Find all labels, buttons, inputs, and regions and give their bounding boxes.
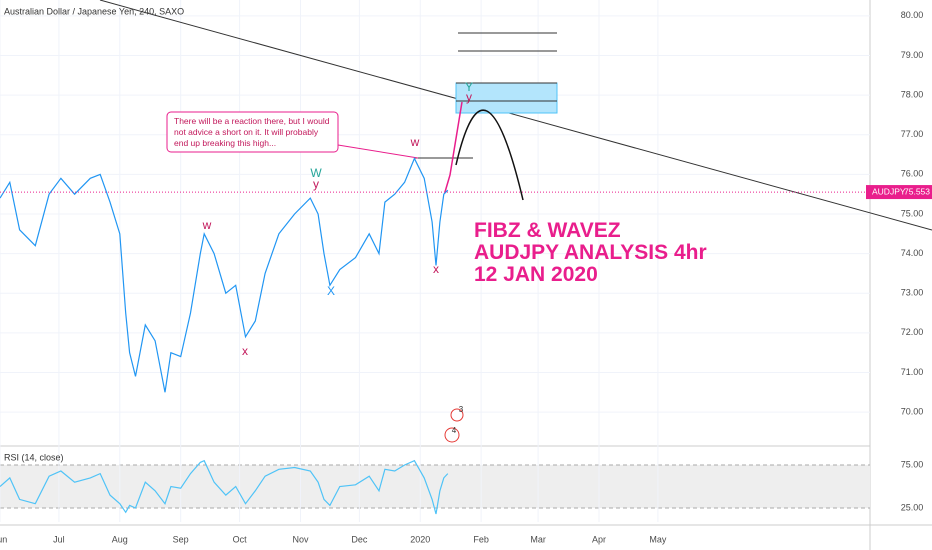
x-tick-label: Apr bbox=[592, 534, 606, 544]
y-tick-label: 71.00 bbox=[901, 367, 924, 377]
y-tick-label: 73.00 bbox=[901, 288, 924, 298]
y-tick-label: 72.00 bbox=[901, 327, 924, 337]
wave-label: X bbox=[327, 284, 335, 298]
x-tick-label: Mar bbox=[530, 534, 546, 544]
note-line: There will be a reaction there, but I wo… bbox=[174, 116, 330, 126]
wave-label: 3 bbox=[459, 405, 464, 414]
wave-label: x bbox=[433, 262, 439, 276]
y-tick-label: 77.00 bbox=[901, 129, 924, 139]
x-tick-label: Aug bbox=[112, 534, 128, 544]
note-line: end up breaking this high... bbox=[174, 138, 276, 148]
wave-label: y bbox=[313, 177, 319, 191]
projection-arc bbox=[455, 109, 524, 201]
x-tick-label: Sep bbox=[173, 534, 189, 544]
wave-label: W bbox=[310, 166, 322, 180]
x-tick-label: Oct bbox=[233, 534, 248, 544]
x-tick-label: May bbox=[649, 534, 667, 544]
event-icon bbox=[450, 408, 464, 422]
note-pointer bbox=[337, 144, 419, 159]
y-tick-label: 80.00 bbox=[901, 10, 924, 20]
wave-label: 4 bbox=[452, 426, 457, 435]
y-tick-label: 78.00 bbox=[901, 89, 924, 99]
y-tick-label: 75.00 bbox=[901, 459, 924, 469]
price-line bbox=[0, 459, 449, 515]
x-tick-label: 2020 bbox=[410, 534, 430, 544]
y-tick-label: 75.00 bbox=[901, 208, 924, 218]
last-price-value: 75.553 bbox=[904, 186, 930, 196]
note-line: not advice a short on it. It will probab… bbox=[174, 127, 319, 137]
y-tick-label: 25.00 bbox=[901, 502, 924, 512]
x-tick-label: Dec bbox=[351, 534, 368, 544]
projection-arrow bbox=[444, 101, 463, 193]
x-tick-label: Nov bbox=[292, 534, 309, 544]
headline: AUDJPY ANALYSIS 4hr bbox=[474, 241, 707, 264]
x-tick-label: Jul bbox=[53, 534, 65, 544]
x-tick-label: Jun bbox=[0, 534, 7, 544]
wave-label: w bbox=[410, 135, 420, 149]
wave-label: x bbox=[242, 344, 248, 358]
y-tick-label: 76.00 bbox=[901, 169, 924, 179]
rsi-title: RSI (14, close) bbox=[4, 452, 64, 462]
rsi-band bbox=[0, 464, 870, 508]
trend-line bbox=[99, 0, 932, 231]
y-tick-label: 74.00 bbox=[901, 248, 924, 258]
wave-label: w bbox=[202, 218, 212, 232]
wave-label: y bbox=[466, 90, 472, 104]
note-box bbox=[166, 111, 339, 153]
last-price-symbol: AUDJPY bbox=[872, 186, 906, 196]
y-tick-label: 79.00 bbox=[901, 50, 924, 60]
wave-label: Y bbox=[465, 80, 473, 94]
x-tick-label: Feb bbox=[473, 534, 489, 544]
event-icon bbox=[444, 427, 460, 443]
y-tick-label: 70.00 bbox=[901, 406, 924, 416]
last-price-tag bbox=[866, 185, 932, 200]
target-zone bbox=[455, 82, 558, 114]
headline: 12 JAN 2020 bbox=[474, 263, 598, 286]
symbol-title: Australian Dollar / Japanese Yen, 240, S… bbox=[4, 6, 184, 16]
headline: FIBZ & WAVEZ bbox=[474, 219, 621, 242]
